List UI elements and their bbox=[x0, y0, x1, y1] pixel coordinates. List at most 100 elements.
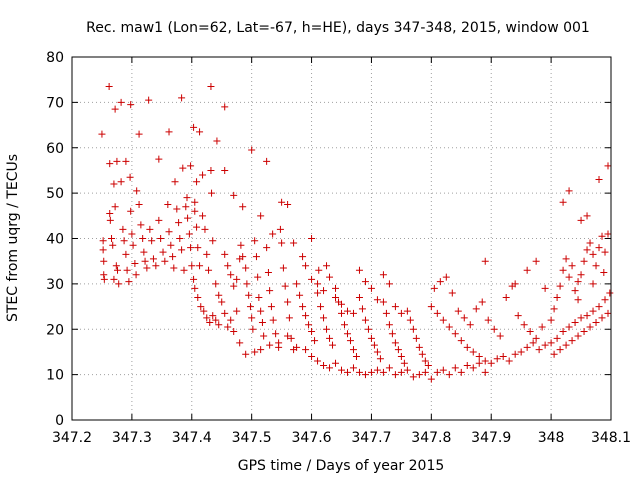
data-point bbox=[457, 368, 465, 376]
data-point bbox=[601, 296, 609, 304]
data-point bbox=[148, 237, 156, 245]
y-tick-label: 80 bbox=[46, 50, 64, 66]
data-point bbox=[373, 348, 381, 356]
data-point bbox=[117, 178, 125, 186]
data-point bbox=[305, 321, 313, 329]
data-point bbox=[233, 275, 241, 283]
data-point bbox=[227, 316, 235, 324]
data-point bbox=[571, 287, 579, 295]
data-point bbox=[326, 364, 334, 372]
data-point bbox=[106, 216, 114, 224]
data-point bbox=[478, 298, 486, 306]
data-point bbox=[562, 341, 570, 349]
data-point bbox=[230, 191, 238, 199]
y-tick-label: 60 bbox=[46, 141, 64, 157]
data-point bbox=[302, 312, 310, 320]
data-point bbox=[302, 346, 310, 354]
data-point bbox=[406, 316, 414, 324]
data-point bbox=[532, 334, 540, 342]
data-point bbox=[218, 298, 226, 306]
data-point bbox=[120, 237, 128, 245]
data-point bbox=[574, 296, 582, 304]
x-tick-label: 347.7 bbox=[351, 430, 391, 446]
data-point bbox=[287, 334, 295, 342]
data-point bbox=[439, 316, 447, 324]
data-point bbox=[352, 352, 360, 360]
data-point bbox=[155, 216, 163, 224]
data-point bbox=[215, 321, 223, 329]
data-point bbox=[111, 105, 119, 113]
data-point bbox=[412, 334, 420, 342]
data-point bbox=[427, 303, 435, 311]
data-point bbox=[373, 296, 381, 304]
data-point bbox=[397, 368, 405, 376]
data-point bbox=[415, 343, 423, 351]
data-point bbox=[266, 287, 274, 295]
data-point bbox=[242, 350, 250, 358]
data-point bbox=[574, 278, 582, 286]
data-point bbox=[598, 314, 606, 322]
data-point bbox=[213, 137, 221, 145]
axis-ticks bbox=[71, 56, 612, 421]
data-point bbox=[212, 316, 220, 324]
data-point bbox=[230, 282, 238, 290]
data-point bbox=[338, 309, 345, 317]
data-point bbox=[394, 346, 402, 354]
data-point bbox=[550, 350, 558, 358]
data-point bbox=[349, 364, 357, 372]
data-point bbox=[583, 246, 591, 254]
data-point bbox=[167, 241, 175, 249]
data-point bbox=[143, 264, 151, 272]
data-point bbox=[169, 253, 177, 261]
x-tick-label: 347.9 bbox=[471, 430, 511, 446]
data-point bbox=[248, 146, 256, 154]
data-point bbox=[258, 318, 266, 326]
data-point bbox=[175, 219, 183, 227]
data-point bbox=[382, 309, 390, 317]
data-point bbox=[460, 314, 468, 322]
data-point bbox=[385, 321, 393, 329]
data-point bbox=[106, 210, 114, 218]
data-point bbox=[308, 328, 316, 336]
y-tick-label: 30 bbox=[46, 277, 64, 293]
data-point bbox=[481, 257, 489, 265]
data-point bbox=[604, 162, 612, 170]
data-point bbox=[152, 262, 160, 270]
data-point bbox=[355, 368, 363, 376]
data-point bbox=[281, 282, 289, 290]
data-point bbox=[574, 332, 582, 340]
data-point bbox=[338, 366, 345, 374]
data-point bbox=[108, 235, 116, 242]
data-point bbox=[191, 198, 199, 206]
data-point bbox=[332, 293, 340, 301]
data-point bbox=[397, 309, 405, 317]
data-point bbox=[257, 307, 265, 315]
data-point bbox=[113, 157, 121, 165]
data-point bbox=[355, 266, 363, 274]
data-point bbox=[126, 173, 134, 181]
data-point bbox=[122, 250, 130, 258]
data-point bbox=[583, 312, 591, 320]
data-point bbox=[415, 371, 423, 379]
data-point bbox=[514, 312, 522, 320]
y-tick-label: 0 bbox=[55, 413, 64, 429]
data-point bbox=[418, 350, 426, 358]
data-point bbox=[427, 375, 435, 383]
data-point bbox=[176, 235, 184, 242]
data-point bbox=[179, 164, 187, 172]
y-axis-title: STEC from uqrg / TECUs bbox=[5, 154, 21, 322]
data-point bbox=[484, 316, 492, 324]
data-point bbox=[200, 307, 208, 315]
data-point bbox=[99, 237, 107, 245]
data-point bbox=[233, 307, 241, 315]
data-point bbox=[272, 330, 280, 338]
x-tick-label: 348.1 bbox=[591, 430, 631, 446]
data-point bbox=[125, 278, 133, 286]
data-point bbox=[592, 318, 600, 326]
y-tick-label: 50 bbox=[46, 186, 64, 202]
data-point bbox=[208, 189, 216, 197]
data-point bbox=[161, 257, 169, 265]
data-point bbox=[178, 246, 186, 254]
data-point bbox=[106, 160, 114, 168]
